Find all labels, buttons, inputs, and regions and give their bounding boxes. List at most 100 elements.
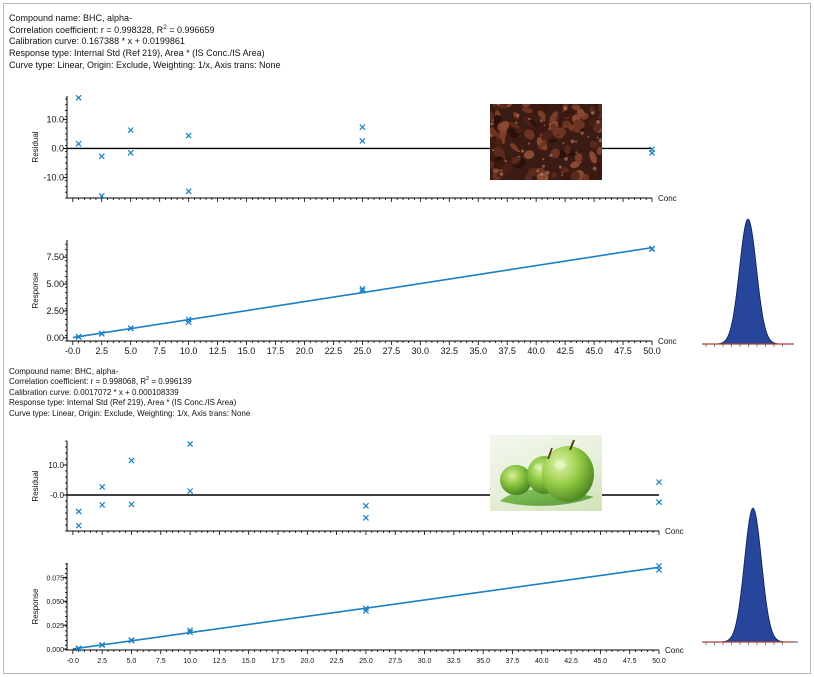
data-point [359, 287, 366, 294]
x-tick-label: 40.0 [527, 346, 545, 356]
raisin [522, 115, 534, 126]
data-point [98, 192, 105, 199]
data-point [75, 94, 82, 101]
x-tick-label: 17.5 [271, 658, 285, 665]
raisin-highlight [590, 111, 595, 115]
chart-response-1: 7.50 5.00 2.50 0.00 Response -0.0 2.5 5.0 7.5 10.… [31, 240, 677, 356]
raisin-highlight [539, 172, 544, 177]
raisin [509, 122, 521, 130]
data-point [187, 440, 194, 448]
raisin-highlight [492, 149, 495, 152]
x-tick-label: 45.0 [585, 346, 603, 356]
y-tick-label: 0.025 [46, 623, 64, 630]
raisin [541, 130, 553, 141]
raisin-highlight [570, 139, 575, 144]
raisin [598, 104, 602, 115]
x-axis-label: Conc [658, 194, 677, 203]
raisin [589, 120, 595, 127]
raisin-highlight [596, 136, 599, 139]
x-axis-label: Conc [658, 337, 677, 346]
x-tick-label: 12.5 [209, 346, 227, 356]
data-point [99, 642, 106, 649]
x-tick-label: 12.5 [213, 658, 227, 665]
y-tick-label: 7.50 [46, 252, 64, 262]
data-point [185, 188, 192, 195]
x-tick-label: 7.5 [156, 658, 166, 665]
raisin-highlight [490, 134, 493, 138]
raisin [587, 126, 595, 133]
raisin-highlight [596, 120, 600, 124]
data-point [99, 483, 106, 490]
raisins-image [490, 104, 602, 180]
x-tick-label: 7.5 [153, 346, 166, 356]
raisin [523, 150, 535, 160]
x-axis-label: Conc [665, 527, 684, 536]
raisin [573, 119, 585, 130]
data-point [185, 132, 192, 139]
data-point [362, 514, 369, 521]
raisin [522, 104, 531, 108]
raisin [562, 172, 571, 180]
raisin-highlight [598, 138, 602, 143]
y-tick-label: -0.0 [50, 491, 64, 500]
r-squared-superscript: 2 [163, 23, 167, 31]
data-point [75, 645, 82, 652]
x-tick-label: 15.0 [238, 346, 256, 356]
x-tick-label: -0.0 [65, 346, 81, 356]
response-type: Response type: Internal Std (Ref 219), A… [9, 48, 265, 59]
x-tick-label: 32.5 [441, 346, 459, 356]
raisins-photo [490, 104, 602, 180]
data-point [75, 508, 82, 515]
raisin [597, 169, 602, 178]
x-tick-label: 40.0 [535, 658, 549, 665]
raisin-highlight [561, 174, 563, 177]
raisin [589, 141, 598, 148]
x-tick-label: 37.5 [506, 658, 520, 665]
data-point [128, 457, 135, 464]
raisin-highlight [540, 120, 543, 123]
data-point [187, 488, 194, 495]
data-point [128, 501, 135, 508]
y-tick-label: 0.050 [46, 599, 64, 606]
raisin-highlight [517, 150, 520, 153]
raisin [490, 136, 491, 146]
raisin [564, 145, 571, 154]
raisin [570, 171, 581, 180]
raisin-highlight [499, 172, 504, 176]
data-point [187, 629, 194, 636]
raisin [550, 148, 560, 159]
data-point [359, 137, 366, 144]
x-tick-label: 42.5 [556, 346, 574, 356]
raisin [560, 120, 571, 129]
raisin-highlight [575, 151, 578, 154]
x-axis-label: Conc [665, 646, 684, 655]
correlation-text: Correlation coefficient: r = 0.998068, R [9, 377, 147, 387]
raisin-highlight [504, 159, 507, 163]
y-tick-label: 2.50 [46, 306, 64, 316]
raisin-highlight [542, 164, 545, 168]
x-tick-label: 2.5 [95, 346, 108, 356]
x-tick-label: 47.5 [623, 658, 637, 665]
raisin [536, 172, 549, 180]
data-point [359, 124, 366, 131]
data-point [185, 319, 192, 326]
x-tick-label: 20.0 [301, 658, 315, 665]
response-type: Response type: Internal Std (Ref 219), A… [9, 398, 237, 408]
x-tick-label: 42.5 [564, 658, 578, 665]
raisin-highlight [574, 140, 577, 143]
raisin-highlight [592, 166, 597, 171]
raisin-highlight [536, 169, 540, 173]
raisin-highlight [549, 153, 553, 157]
correlation-text: Correlation coefficient: r = 0.998328, R [9, 24, 164, 35]
raisin [524, 173, 533, 180]
chart-residual-2: 10.0 -0.0 Residual Conc [31, 440, 684, 536]
x-tick-label: 20.0 [296, 346, 314, 356]
x-tick-label: 35.0 [476, 658, 490, 665]
y-axis-label: Residual [31, 131, 40, 162]
data-point [362, 607, 369, 615]
data-point [127, 127, 134, 134]
x-tick-label: 25.0 [354, 346, 372, 356]
data-point [655, 499, 663, 506]
raisin-highlight [521, 149, 524, 153]
x-tick-label: 25.0 [359, 658, 373, 665]
